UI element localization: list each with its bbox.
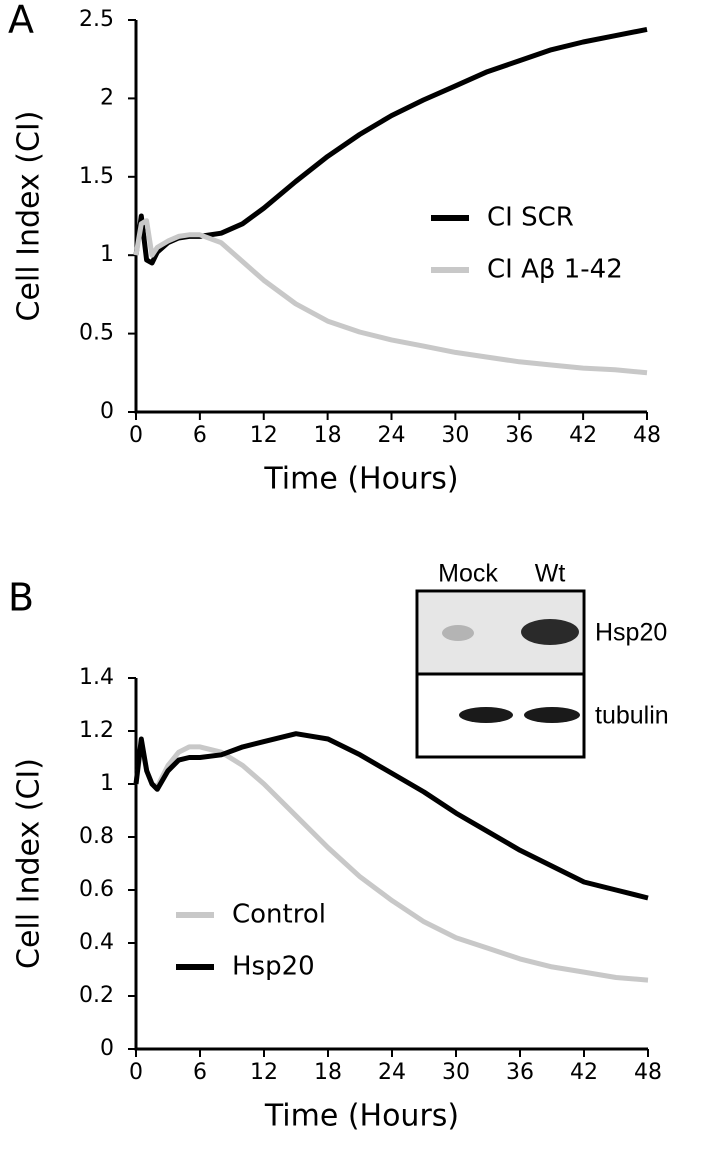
x-tick-label: 24 — [378, 1060, 406, 1085]
x-tick-label: 24 — [378, 423, 406, 448]
x-tick-label: 0 — [129, 423, 143, 448]
y-tick-label: 2 — [100, 85, 114, 110]
x-tick-label: 48 — [634, 1060, 662, 1085]
blot-band — [442, 625, 474, 641]
y-tick-label: 1 — [100, 242, 114, 267]
y-tick-label: 0.6 — [79, 877, 114, 902]
x-tick-label: 48 — [633, 423, 661, 448]
western-blot-inset: Mock Wt Hsp20 tubulin — [415, 560, 669, 759]
blot-band — [524, 707, 580, 723]
y-tick-label: 2.5 — [79, 7, 114, 32]
y-tick-label: 1.2 — [79, 718, 114, 743]
x-tick-label: 30 — [441, 423, 469, 448]
y-tick-label: 1.5 — [79, 164, 114, 189]
series-line — [133, 741, 649, 983]
series-line — [133, 731, 649, 901]
x-tick-label: 30 — [442, 1060, 470, 1085]
legend-label: CI Aβ 1-42 — [487, 255, 623, 285]
x-tick-label: 18 — [314, 1060, 342, 1085]
series-line — [133, 26, 648, 266]
series-line — [133, 218, 648, 376]
y-tick-label: 1 — [100, 771, 114, 796]
y-tick-label: 0 — [100, 1036, 114, 1061]
inset-column-label: Wt — [535, 560, 566, 588]
inset-row-label: Hsp20 — [595, 619, 667, 647]
y-tick-label: 0 — [100, 399, 114, 424]
blot-band — [459, 707, 513, 723]
y-axis-title: Cell Index (CI) — [12, 111, 47, 322]
x-axis-title: Time (Hours) — [263, 462, 458, 497]
x-tick-label: 0 — [129, 1060, 143, 1085]
blot-band — [521, 619, 579, 645]
y-axis-title: Cell Index (CI) — [12, 758, 47, 969]
x-tick-label: 6 — [193, 1060, 207, 1085]
x-tick-label: 36 — [506, 1060, 534, 1085]
panel-label: A — [8, 0, 34, 42]
y-tick-label: 0.5 — [79, 321, 114, 346]
inset-column-label: Mock — [438, 560, 498, 588]
x-tick-label: 12 — [250, 1060, 278, 1085]
y-tick-label: 1.4 — [79, 665, 114, 690]
x-tick-label: 36 — [505, 423, 533, 448]
x-tick-label: 42 — [569, 423, 597, 448]
inset-row-label: tubulin — [595, 702, 669, 730]
legend-label: CI SCR — [487, 203, 574, 233]
x-tick-label: 12 — [250, 423, 278, 448]
x-tick-label: 18 — [314, 423, 342, 448]
panel-label: B — [8, 576, 34, 620]
legend-label: Control — [232, 900, 326, 930]
x-tick-label: 42 — [570, 1060, 598, 1085]
legend-label: Hsp20 — [232, 952, 315, 982]
y-tick-label: 0.8 — [79, 824, 114, 849]
x-axis-title: Time (Hours) — [264, 1099, 459, 1134]
x-tick-label: 6 — [193, 423, 207, 448]
y-tick-label: 0.4 — [79, 930, 114, 955]
y-tick-label: 0.2 — [79, 983, 114, 1008]
